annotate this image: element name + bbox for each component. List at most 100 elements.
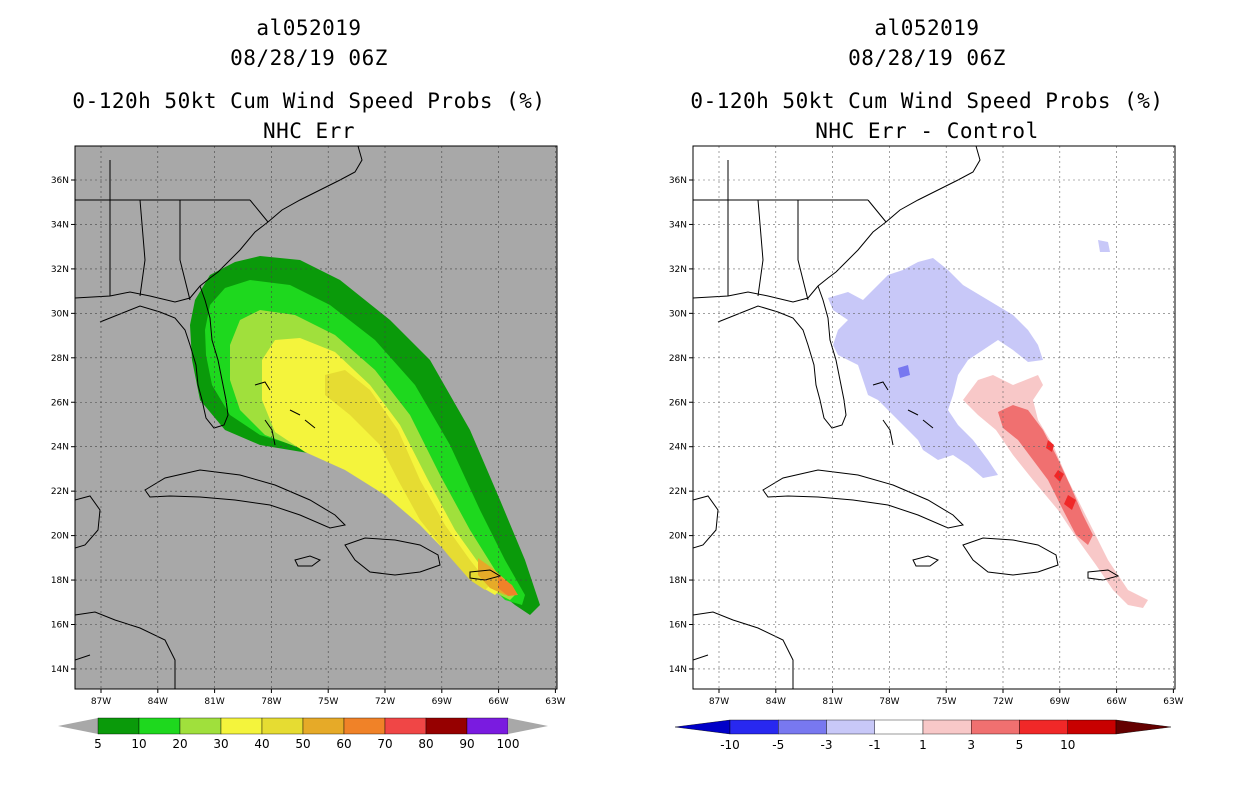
colorbar-swatch: [971, 719, 1020, 735]
colorbar-label: -10: [720, 738, 740, 752]
colorbar-over-triangle: [1115, 719, 1172, 735]
lon-label: 81W: [822, 697, 842, 707]
storm-id-title: al052019: [874, 16, 980, 40]
lon-label: 78W: [879, 697, 899, 707]
lat-label: 28N: [669, 354, 687, 364]
colorbar-label: 5: [1016, 738, 1024, 752]
lon-label: 69W: [432, 697, 452, 707]
colorbar-label: 60: [336, 737, 351, 751]
colorbar-label: 100: [497, 737, 520, 751]
colorbar-swatch: [1019, 719, 1068, 735]
map-frame: [692, 145, 1176, 690]
lat-label: 14N: [669, 665, 687, 675]
lon-label: 87W: [709, 697, 729, 707]
central-america: [693, 611, 794, 689]
contour-neg-1-small: [1098, 240, 1110, 252]
central-america: [75, 611, 176, 689]
colorbar-label: 20: [172, 737, 187, 751]
subtitle: NHC Err - Control: [815, 119, 1039, 143]
longitude-labels: 87W 84W 81W 78W 75W 72W 69W 66W 63W: [91, 689, 566, 707]
lon-label: 63W: [1163, 697, 1183, 707]
lon-label: 84W: [766, 697, 786, 707]
colorbar-label: 1: [919, 738, 927, 752]
lat-label: 26N: [669, 398, 687, 408]
colorbar-label: -3: [821, 738, 833, 752]
lon-label: 75W: [318, 697, 338, 707]
us-coastline: [75, 146, 363, 303]
contour-pos-5: [1046, 440, 1076, 510]
colorbar-over-triangle: [508, 718, 548, 734]
colorbar-label: 80: [418, 737, 433, 751]
map-svg: 36N 34N 32N 30N 28N 26N 24N 22N 20N 18N 16N 14N 87W…: [669, 145, 1184, 752]
lon-label: 84W: [148, 697, 168, 707]
colorbar-swatch: [778, 719, 827, 735]
lat-label: 18N: [669, 576, 687, 586]
lat-label: 36N: [669, 176, 687, 186]
hispaniola: [344, 537, 441, 576]
jamaica: [294, 555, 322, 567]
difference-contours: [828, 240, 1148, 608]
gridlines: [693, 146, 1175, 689]
colorbar-swatch: [97, 717, 140, 735]
product-title: 0-120h 50kt Cum Wind Speed Probs (%): [690, 89, 1164, 113]
lat-label: 20N: [51, 532, 69, 542]
colorbar-label: 5: [94, 737, 102, 751]
lat-label: 14N: [51, 665, 69, 675]
lat-label: 26N: [51, 398, 69, 408]
coastlines: [75, 146, 502, 689]
coastlines: [693, 146, 1120, 689]
lat-label: 18N: [51, 576, 69, 586]
colorbar-under-triangle: [674, 719, 731, 735]
colorbar-swatch: [729, 719, 779, 735]
contour-60: [498, 575, 518, 596]
lon-label: 81W: [204, 697, 224, 707]
lon-label: 63W: [545, 697, 565, 707]
contour-40: [325, 370, 490, 590]
date-title: 08/28/19 06Z: [848, 46, 1006, 70]
florida-peninsula: [717, 285, 847, 429]
colorbar-label: 10: [1060, 738, 1075, 752]
colorbar-label: -1: [869, 738, 881, 752]
colorbar-label: 30: [213, 737, 228, 751]
cuba: [762, 469, 965, 529]
lat-label: 24N: [669, 443, 687, 453]
lat-label: 30N: [669, 309, 687, 319]
colorbar-label: 40: [254, 737, 269, 751]
colorbar-swatch: [384, 717, 427, 735]
colorbar-label: -5: [772, 738, 784, 752]
colorbar-swatch: [874, 719, 924, 735]
colorbar-label: 10: [131, 737, 146, 751]
map-frame: [74, 145, 558, 690]
lat-label: 36N: [51, 176, 69, 186]
bahamas: [872, 381, 934, 446]
lon-label: 87W: [91, 697, 111, 707]
cuba: [144, 469, 347, 529]
florida-peninsula: [99, 285, 229, 429]
colorbar-swatch: [922, 719, 972, 735]
lat-label: 32N: [669, 265, 687, 275]
left-map-panel: al052019 08/28/19 06Z 0-120h 50kt Cum Wi…: [51, 16, 566, 751]
contour-pos-3: [998, 405, 1093, 545]
lat-label: 30N: [51, 309, 69, 319]
jamaica: [912, 555, 940, 567]
state-borders: [693, 160, 887, 301]
colorbar-swatch: [1067, 719, 1117, 735]
subtitle: NHC Err: [262, 119, 355, 143]
probability-contours: [190, 256, 540, 615]
lat-label: 24N: [51, 443, 69, 453]
lat-label: 22N: [669, 487, 687, 497]
date-title: 08/28/19 06Z: [230, 46, 388, 70]
colorbar-swatch: [220, 717, 263, 735]
bahamas: [254, 381, 316, 446]
lat-label: 16N: [669, 621, 687, 631]
colorbar-label: 90: [459, 737, 474, 751]
yucatan: [75, 495, 101, 549]
colorbar-swatch: [826, 719, 875, 735]
contour-neg-3: [898, 365, 910, 378]
lat-label: 34N: [51, 220, 69, 230]
yucatan: [693, 495, 719, 549]
longitude-labels: 87W 84W 81W 78W 75W 72W 69W 66W 63W: [709, 689, 1184, 707]
colorbar-swatch: [261, 717, 304, 735]
lon-label: 72W: [375, 697, 395, 707]
lat-label: 34N: [669, 220, 687, 230]
